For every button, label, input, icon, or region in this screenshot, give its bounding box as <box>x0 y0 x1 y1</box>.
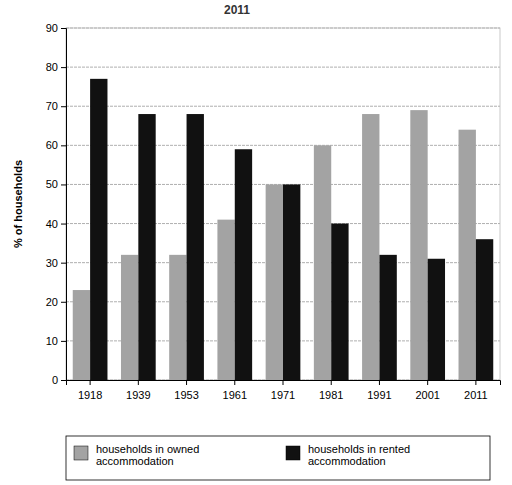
legend: households in ownedaccommodation househol… <box>66 436 490 480</box>
y-tick: 10 <box>46 335 66 347</box>
bar <box>428 259 445 380</box>
bar <box>410 110 427 380</box>
x-tick-mark <box>90 380 91 385</box>
y-tick-label: 80 <box>46 61 58 73</box>
title: 2011 <box>224 3 250 17</box>
grid-line <box>66 67 500 68</box>
legend-label: households in ownedaccommodation <box>96 443 199 467</box>
x-tick-label: 1981 <box>319 389 343 401</box>
bar <box>379 255 396 380</box>
bar <box>459 130 476 380</box>
y-tick: 20 <box>46 296 66 308</box>
x-tick: 1953 <box>174 380 198 401</box>
y-tick-label: 60 <box>46 139 58 151</box>
x-tick-label: 1991 <box>367 389 391 401</box>
y-tick-mark <box>61 28 66 29</box>
bar <box>235 149 252 380</box>
x-tick-mark <box>331 380 332 385</box>
legend-label: households in rentedaccommodation <box>308 443 410 467</box>
y-tick: 70 <box>46 100 66 112</box>
y-tick-mark <box>61 106 66 107</box>
y-tick-label: 30 <box>46 257 58 269</box>
bar <box>314 145 331 380</box>
x-tick-label: 1971 <box>271 389 295 401</box>
legend-box <box>66 436 490 480</box>
x-tick: 1981 <box>319 380 343 401</box>
x-tick-mark <box>475 380 476 385</box>
y-tick-label: 20 <box>46 296 58 308</box>
x-tick-label: 2011 <box>464 389 488 401</box>
y-tick-label: 10 <box>46 335 58 347</box>
x-tick: 2001 <box>415 380 439 401</box>
y-tick-mark <box>61 341 66 342</box>
y-axis-title: % of households <box>12 160 24 248</box>
y-tick-mark <box>61 302 66 303</box>
y-tick-mark <box>61 184 66 185</box>
y-axis: 0 10 20 30 40 50 60 70 80 90 <box>46 22 67 386</box>
x-tick-mark <box>427 380 428 385</box>
x-tick: 1971 <box>271 380 295 401</box>
grid <box>66 28 500 380</box>
plot: 0102030405060708090191819391953196119711… <box>46 22 501 401</box>
y-tick: 0 <box>52 374 66 386</box>
x-axis: 1918 1939 1953 1961 1971 1981 1991 2001 2011 <box>67 380 501 401</box>
x-axis-line <box>67 381 501 386</box>
bar <box>217 220 234 380</box>
y-tick-mark <box>61 67 66 68</box>
y-tick-mark <box>61 145 66 146</box>
x-tick-mark <box>138 380 139 385</box>
bar <box>476 239 493 380</box>
bar <box>138 114 155 380</box>
bar <box>121 255 138 380</box>
bar <box>266 184 283 380</box>
x-tick: 1939 <box>126 380 150 401</box>
x-tick-mark <box>186 380 187 385</box>
grid-line <box>66 145 500 146</box>
y-tick-label: 50 <box>46 178 58 190</box>
x-tick-mark <box>234 380 235 385</box>
y-tick: 40 <box>46 218 66 230</box>
y-tick-mark <box>61 224 66 225</box>
y-tick-label: 0 <box>52 374 58 386</box>
bar <box>187 114 204 380</box>
legend-swatch <box>286 446 300 460</box>
bar <box>73 290 90 380</box>
x-tick-mark <box>379 380 380 385</box>
legend-swatch <box>74 446 88 460</box>
bars <box>73 79 493 380</box>
bar <box>283 184 300 380</box>
y-tick-label: 90 <box>46 22 58 34</box>
x-tick: 2011 <box>464 380 488 401</box>
x-tick-label: 1918 <box>78 389 102 401</box>
x-tick-label: 1953 <box>174 389 198 401</box>
y-tick-mark <box>61 263 66 264</box>
x-tick: 1991 <box>367 380 391 401</box>
y-tick: 50 <box>46 178 66 190</box>
y-tick: 80 <box>46 61 66 73</box>
y-tick: 60 <box>46 139 66 151</box>
y-tick-label: 70 <box>46 100 58 112</box>
bar <box>362 114 379 380</box>
bar <box>90 79 107 380</box>
y-tick-mark <box>61 380 66 381</box>
y-tick: 30 <box>46 257 66 269</box>
x-tick: 1961 <box>223 380 247 401</box>
y-axis-line <box>61 29 67 381</box>
bar <box>331 224 348 380</box>
x-tick-label: 1961 <box>223 389 247 401</box>
plot-frame <box>66 28 500 380</box>
x-tick-label: 1939 <box>126 389 150 401</box>
x-tick: 1918 <box>78 380 102 401</box>
grid-line <box>66 106 500 107</box>
bar <box>169 255 186 380</box>
y-tick-label: 40 <box>46 218 58 230</box>
x-tick-mark <box>283 380 284 385</box>
chart: 0102030405060708090191819391953196119711… <box>0 0 512 485</box>
y-tick: 90 <box>46 22 66 34</box>
x-tick-label: 2001 <box>415 389 439 401</box>
